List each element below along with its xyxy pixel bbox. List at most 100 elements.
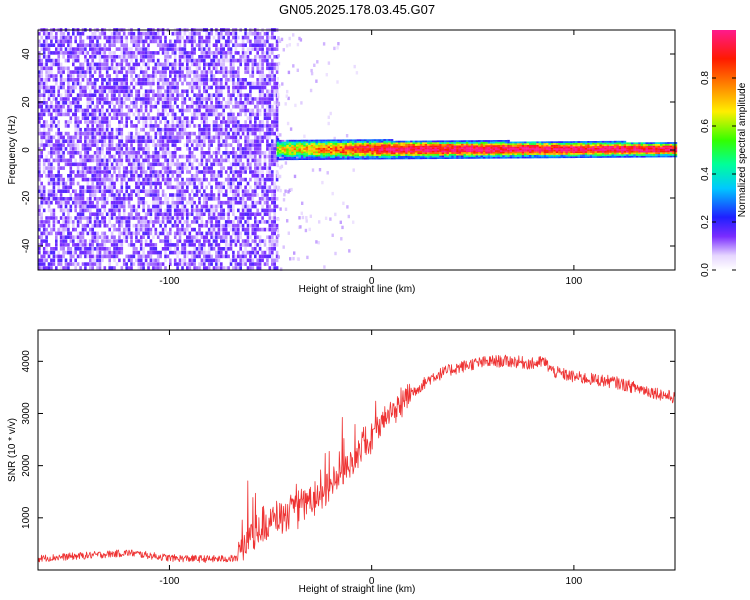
spectrogram-cell: [79, 70, 82, 74]
spectrogram-cell: [69, 70, 73, 74]
spectrogram-cell: [301, 215, 305, 220]
spectrogram-cell: [181, 250, 184, 255]
spectrogram-cell: [258, 266, 262, 270]
spectrogram-cell: [195, 204, 199, 209]
spectrogram-cell: [266, 212, 269, 216]
spectrogram-cell: [315, 143, 318, 145]
spectrogram-cell: [205, 151, 208, 155]
spectrogram-cell: [81, 189, 85, 193]
spectrogram-cell: [67, 104, 70, 109]
spectrogram-cell: [161, 166, 165, 170]
spectrogram-cell: [241, 216, 245, 220]
spectrogram-cell: [212, 112, 216, 117]
spectrogram-cell: [89, 231, 92, 236]
spectrogram-cell: [105, 81, 109, 86]
spectrogram-cell: [91, 181, 94, 186]
spectrogram-cell: [139, 101, 143, 105]
spectrogram-cell: [91, 250, 94, 255]
spectrogram-cell: [103, 162, 107, 167]
spectrogram-cell: [256, 66, 259, 71]
spectrogram-cell: [227, 177, 230, 182]
spectrogram-cell: [195, 170, 199, 174]
spectrogram-cell: [154, 174, 158, 178]
spectrogram-cell: [205, 47, 208, 51]
spectrogram-cell: [237, 197, 240, 201]
spectrogram-cell: [171, 127, 175, 132]
spectrogram-cell: [282, 245, 285, 249]
spectrogram-cell: [222, 139, 225, 143]
spectrogram-cell: [266, 135, 269, 140]
spectrogram-cell: [268, 104, 272, 109]
spectrogram-cell: [93, 85, 97, 90]
spectrogram-cell: [166, 216, 170, 220]
spectrogram-cell: [50, 266, 53, 270]
spectrogram-cell: [207, 135, 211, 140]
spectrogram-cell: [93, 81, 97, 86]
spectrogram-cell: [256, 243, 259, 247]
spectrogram-cell: [139, 247, 143, 251]
spectrogram-cell: [93, 220, 97, 224]
spectrogram-cell: [115, 101, 119, 105]
spectrogram-cell: [159, 85, 162, 90]
spectrogram-cell: [271, 258, 274, 263]
spectrogram-cell: [246, 154, 250, 159]
spectrogram-cell: [96, 104, 99, 109]
spectrogram-cell: [268, 197, 272, 201]
spectrogram-cell: [234, 127, 238, 132]
spectrogram-cell: [268, 162, 272, 167]
spectrogram-cell: [190, 189, 194, 193]
spectrogram-cell: [193, 200, 196, 205]
spectrogram-cell: [122, 177, 126, 182]
spectrogram-cell: [254, 216, 257, 220]
spectrogram-cell: [203, 262, 206, 266]
spectrogram-cell: [232, 116, 235, 120]
spectrogram-cell: [93, 197, 97, 201]
spectrogram-cell: [62, 43, 65, 47]
spectrogram-cell: [38, 78, 41, 82]
spectrogram-cell: [304, 228, 308, 233]
spectrogram-cell: [74, 147, 77, 151]
spectrogram-cell: [215, 104, 218, 109]
spectrogram-cell: [161, 104, 165, 109]
spectrogram-cell: [154, 135, 158, 140]
spectrogram-cell: [149, 124, 153, 128]
spectrogram-cell: [64, 131, 68, 136]
spectrogram-cell: [220, 247, 223, 251]
spectrogram-cell: [217, 181, 221, 186]
spectrogram-cell: [326, 171, 329, 175]
spectrogram-cell: [130, 216, 133, 220]
spectrogram-cell: [190, 47, 194, 51]
spectrogram-cell: [286, 143, 289, 145]
spectrogram-cell: [318, 168, 322, 172]
spectrogram-cell: [115, 158, 119, 163]
spectrogram-cell: [176, 104, 179, 109]
spectrogram-cell: [161, 108, 165, 113]
spectrogram-cell: [256, 262, 259, 266]
spectrogram-cell: [178, 58, 182, 63]
spectrogram-cell: [339, 141, 343, 143]
spectrogram-cell: [79, 151, 82, 155]
spectrogram-cell: [113, 35, 116, 40]
spectrogram-cell: [224, 104, 228, 109]
spectrogram-cell: [108, 239, 111, 243]
spectrogram-cell: [118, 47, 121, 51]
spectrogram-cell: [325, 144, 328, 147]
spectrogram-cell: [254, 162, 257, 167]
spectrogram-cell: [159, 147, 162, 151]
spectrogram-cell: [67, 200, 70, 205]
spectrogram-cell: [105, 101, 109, 105]
spectrogram-cell: [127, 51, 131, 55]
spectrogram-cell: [229, 177, 233, 182]
spectrogram-cell: [125, 151, 128, 155]
spectrogram-cell: [156, 116, 160, 120]
spectrogram-cell: [142, 112, 145, 117]
spectrogram-cell: [132, 62, 136, 67]
spectrogram-cell: [190, 101, 194, 105]
spectrogram-cell: [40, 189, 43, 193]
spectrogram-cell: [275, 254, 279, 259]
spectrogram-cell: [237, 154, 240, 159]
spectrogram-cell: [67, 231, 70, 236]
spectrogram-cell: [173, 243, 177, 247]
spectrogram-cell: [74, 66, 77, 71]
spectrogram-cell: [207, 62, 211, 67]
